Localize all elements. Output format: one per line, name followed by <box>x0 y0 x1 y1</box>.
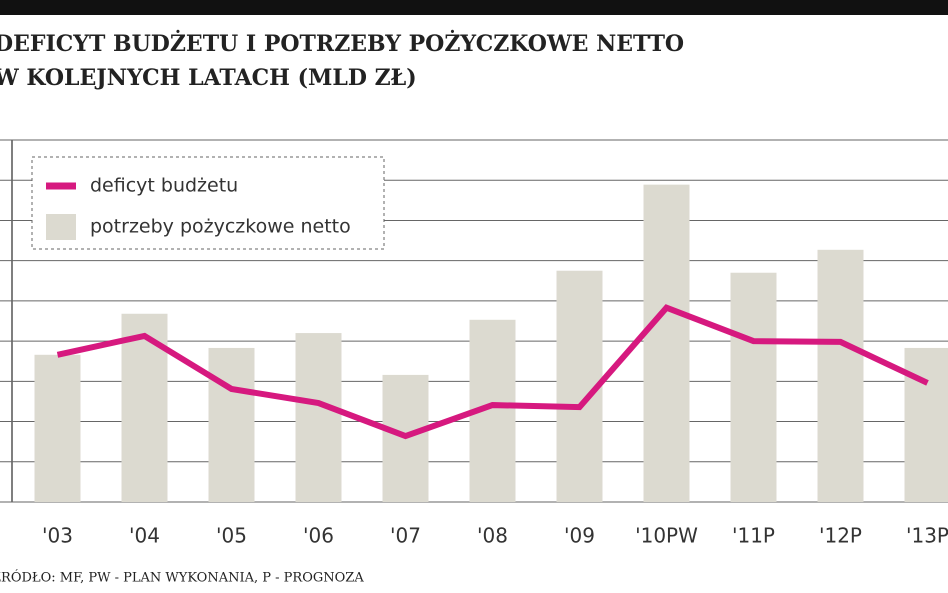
plot: '03 '04 '05 '06 '07 '08 '09 '10PW '11P '12P '13P <box>0 139 948 548</box>
x-tick-label: '08 <box>477 524 508 548</box>
x-tick-label: '12P <box>819 524 862 548</box>
bar <box>34 354 81 502</box>
bar <box>295 333 342 502</box>
x-tick-label: '03 <box>42 524 73 548</box>
chart-subtitle: W KOLEJNYCH LATACH (MLD ZŁ) <box>0 65 417 91</box>
x-tick-label: '09 <box>564 524 595 548</box>
bar <box>817 249 864 502</box>
x-tick-label: '06 <box>303 524 334 548</box>
bar <box>730 272 777 502</box>
legend-swatch <box>46 214 76 240</box>
bar <box>208 347 255 502</box>
x-tick-label: '11P <box>732 524 775 548</box>
line <box>56 304 929 440</box>
legend-label: potrzeby pożyczkowe netto <box>90 216 351 238</box>
chart-title: DEFICYT BUDŻETU I POTRZEBY POŻYCZKOWE NE… <box>0 29 684 57</box>
x-tick-label: '10PW <box>635 524 698 548</box>
x-tick-label: '13P <box>906 524 948 548</box>
top-bar <box>0 0 948 15</box>
legend-box <box>31 156 385 250</box>
x-tick-label: '04 <box>129 524 160 548</box>
x-tick-label: '05 <box>216 524 247 548</box>
bar <box>904 347 948 502</box>
legend-label: deficyt budżetu <box>90 175 238 197</box>
x-tick-label: '07 <box>390 524 421 548</box>
bar <box>643 184 690 502</box>
source: ŹRÓDŁO: MF, PW - PLAN WYKONANIA, P - PRO… <box>0 569 364 586</box>
